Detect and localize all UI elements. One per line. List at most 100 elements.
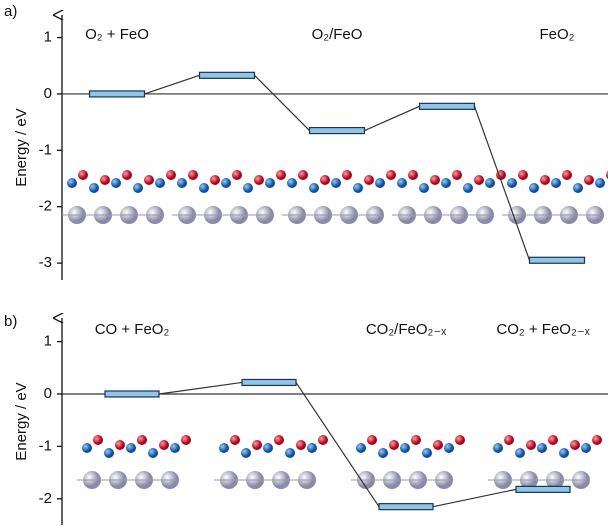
state-label: FeO₂ [540,26,575,43]
energy-level [198,71,256,79]
structure-image [488,435,602,489]
energy-level [308,126,366,135]
atom [573,183,583,193]
atom [115,440,125,450]
atom [166,170,176,180]
structure-image [502,170,608,224]
connector [144,74,200,95]
atom [400,443,410,453]
atom [548,435,558,445]
state-label: O₂/FeO [312,26,363,43]
atom [455,435,465,445]
atom [507,178,517,188]
y-tick-label: -1 [39,141,52,158]
atom [159,440,169,450]
y-tick-label: -3 [39,254,52,271]
atom [232,170,242,180]
structure-image [351,435,465,489]
atom [170,443,180,453]
atom [584,175,594,185]
connector [432,488,517,508]
atom [307,443,317,453]
state-label: O₂ + FeO [85,26,149,43]
atom [126,443,136,453]
atom [274,435,284,445]
y-tick-label: -2 [39,198,52,215]
atom [592,435,602,445]
y-axis-label: Energy / eV [13,382,30,460]
connector [254,74,310,132]
atom [562,170,572,180]
atom [422,448,432,458]
y-tick-label: 0 [44,385,52,402]
y-axis-label: Energy / eV [13,108,30,186]
atom [210,175,220,185]
structure-image [214,435,328,489]
energy-level [378,503,434,511]
atom [265,178,275,188]
atom [463,183,473,193]
atom [100,175,110,185]
state-label: CO + FeO₂ [95,321,170,338]
energy-level [515,485,571,493]
atom [518,170,528,180]
atom [78,170,88,180]
atom [364,175,374,185]
atom [241,448,251,458]
atom [397,178,407,188]
atom [504,435,514,445]
energy-level [241,378,297,387]
atom [540,175,550,185]
atom [296,440,306,450]
atom [89,183,99,193]
atom [82,443,92,453]
y-tick-label: -2 [39,490,52,507]
atom [375,178,385,188]
atom [320,175,330,185]
structure-image [282,170,396,224]
atom [133,183,143,193]
energy-level [418,102,476,110]
atom [485,178,495,188]
y-tick-label: 1 [44,333,52,350]
atom [551,178,561,188]
atom [254,175,264,185]
atom [581,443,591,453]
atom [331,178,341,188]
atom [67,178,77,188]
atom [353,183,363,193]
atom [221,178,231,188]
structure-image [62,170,176,224]
energy-level [88,90,146,98]
atom [570,440,580,450]
atom [252,440,262,450]
atom [287,178,297,188]
atom [411,435,421,445]
atom [188,170,198,180]
atom [148,448,158,458]
atom [526,440,536,450]
atom [419,183,429,193]
atom [441,178,451,188]
atom [137,435,147,445]
atom [430,175,440,185]
atom [155,178,165,188]
atom [537,443,547,453]
atom [263,443,273,453]
atom [318,435,328,445]
atom [493,443,503,453]
energy-level [528,256,586,264]
atom [243,183,253,193]
atom [298,170,308,180]
connector [364,105,420,132]
atom [122,170,132,180]
state-label: CO₂ + FeO₂₋ₓ [496,321,589,338]
atom [515,448,525,458]
panel-label: a) [4,3,17,20]
structure-image [77,435,191,489]
atom [408,170,418,180]
atom [276,170,286,180]
atom [356,443,366,453]
atom [93,435,103,445]
